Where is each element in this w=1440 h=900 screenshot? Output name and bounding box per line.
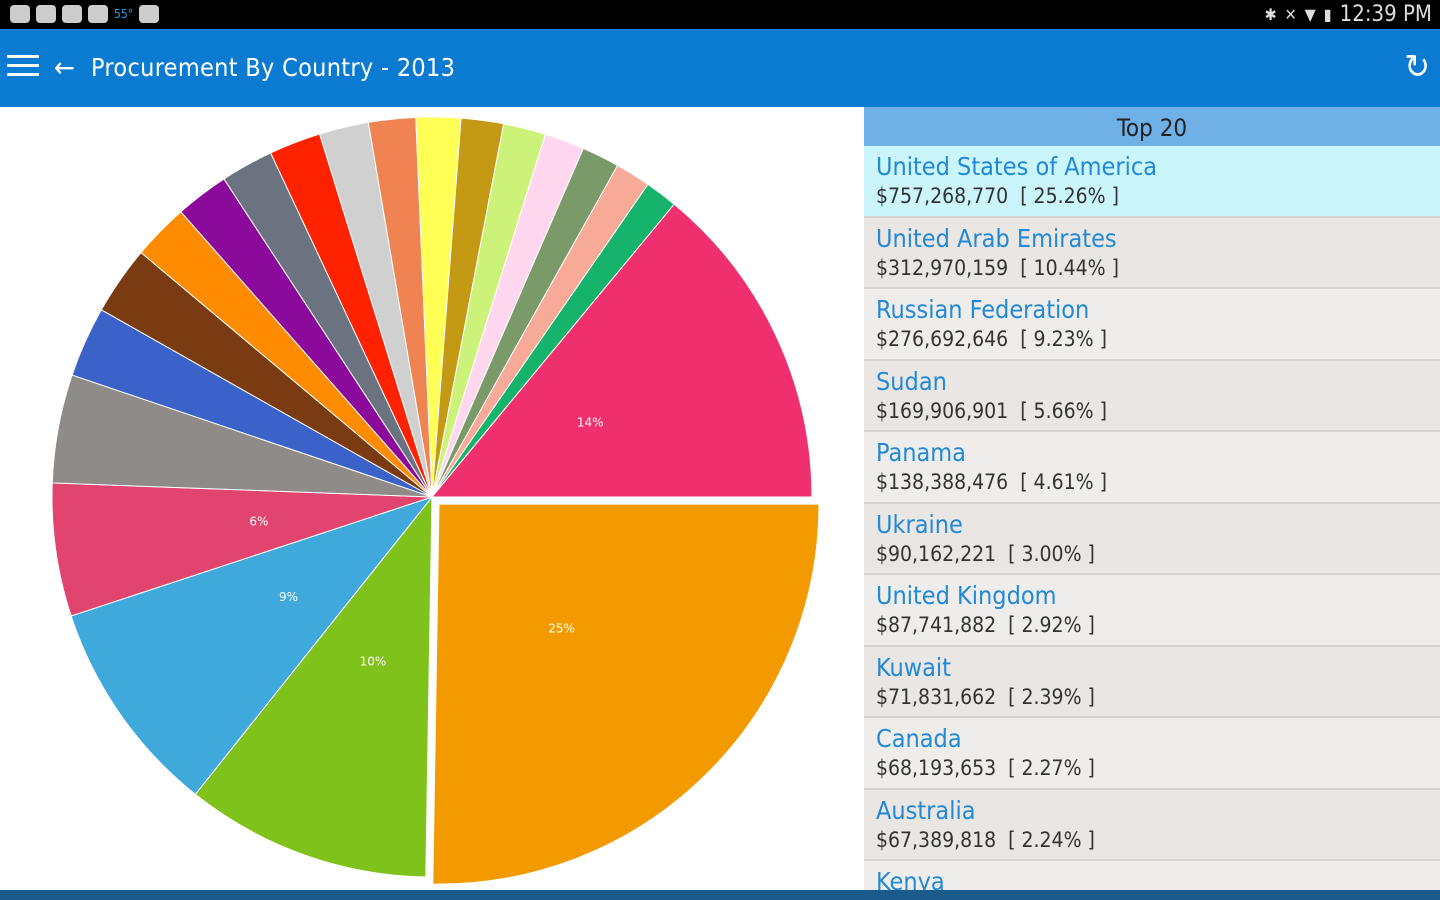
list-item[interactable]: United Kingdom $87,741,882 [ 2.92% ] <box>864 575 1440 647</box>
country-value: $67,389,818 [ 2.24% ] <box>876 826 1428 854</box>
country-name: Ukraine <box>876 509 963 539</box>
list-item[interactable]: Sudan $169,906,901 [ 5.66% ] <box>864 360 1440 432</box>
country-name: Kenya <box>876 867 945 890</box>
list-item[interactable]: Ukraine $90,162,221 [ 3.00% ] <box>864 503 1440 575</box>
country-name: Panama <box>876 438 966 467</box>
slice-label: 10% <box>360 655 387 669</box>
gallery-icon <box>139 5 160 23</box>
country-value: $276,692,646 [ 9.23% ] <box>876 325 1428 353</box>
pie-slice[interactable] <box>51 482 433 617</box>
wifi-icon: ▼ <box>1304 5 1316 24</box>
country-value: $757,268,770 [ 25.26% ] <box>876 182 1428 210</box>
percent: [ 5.66% ] <box>1020 398 1107 423</box>
back-arrow-icon[interactable]: ← <box>54 51 76 84</box>
pie-slice[interactable] <box>194 495 433 878</box>
country-name: United States of America <box>876 152 1158 181</box>
pie-slice[interactable] <box>430 203 813 498</box>
country-name: Kuwait <box>876 652 951 682</box>
country-name: United Arab Emirates <box>876 223 1117 253</box>
refresh-icon[interactable]: ↻ <box>1404 47 1430 87</box>
amount: $67,389,818 <box>876 827 997 852</box>
status-bar: 55° ✱ ✕ ▼ ▮ 12:39 PM <box>0 0 1440 29</box>
menu-icon[interactable] <box>7 55 39 77</box>
percent: [ 25.26% ] <box>1020 184 1119 208</box>
list-item[interactable]: Kenya <box>864 861 1440 890</box>
mute-icon: ✕ <box>1284 5 1297 24</box>
slice-label: 9% <box>279 590 298 604</box>
country-value: $90,162,221 [ 3.00% ] <box>876 540 1428 568</box>
mail-icon <box>36 5 56 23</box>
amount: $68,193,653 <box>876 756 997 780</box>
amount: $71,831,662 <box>876 684 997 709</box>
country-value: $169,906,901 [ 5.66% ] <box>876 397 1428 425</box>
list-item[interactable]: Canada $68,193,653 [ 2.27% ] <box>864 718 1440 790</box>
country-value: $312,970,159 [ 10.44% ] <box>876 254 1428 282</box>
list-item[interactable]: Australia $67,389,818 [ 2.24% ] <box>864 789 1440 861</box>
slice-label: 6% <box>249 515 268 529</box>
amount: $138,388,476 <box>876 470 1009 494</box>
bottom-bar <box>0 890 1440 900</box>
cloud-icon <box>10 5 30 23</box>
amount: $169,906,901 <box>876 398 1009 423</box>
app-bar: ← Procurement By Country - 2013 ↻ <box>0 29 1440 107</box>
country-name: Australia <box>876 795 976 825</box>
country-name: Russian Federation <box>876 295 1090 324</box>
country-value: $87,741,882 [ 2.92% ] <box>876 611 1428 639</box>
bluetooth-icon: ✱ <box>1264 5 1277 24</box>
amount: $87,741,882 <box>876 613 997 637</box>
country-value: $71,831,662 [ 2.39% ] <box>876 683 1428 711</box>
amount: $90,162,221 <box>876 541 997 566</box>
pie-chart: 25% 10% 9% 6% 14% <box>51 116 820 885</box>
top20-panel: Top 20 United States of America $757,268… <box>864 107 1440 890</box>
pie-slice[interactable] <box>432 503 820 885</box>
amount: $757,268,770 <box>876 184 1009 208</box>
pie-slice[interactable] <box>70 496 434 796</box>
message-icon <box>62 5 82 23</box>
battery-icon: ▮ <box>1323 5 1332 24</box>
country-name: Sudan <box>876 366 947 396</box>
panel-header: Top 20 <box>864 107 1440 146</box>
percent: [ 2.27% ] <box>1008 756 1095 780</box>
country-value: $138,388,476 [ 4.61% ] <box>876 468 1428 496</box>
country-list[interactable]: United States of America $757,268,770 [ … <box>864 146 1440 890</box>
list-item[interactable]: Panama $138,388,476 [ 4.61% ] <box>864 432 1440 504</box>
country-value: $68,193,653 [ 2.27% ] <box>876 754 1428 782</box>
list-item[interactable]: Kuwait $71,831,662 [ 2.39% ] <box>864 646 1440 718</box>
country-name: United Kingdom <box>876 581 1057 610</box>
slice-label: 14% <box>577 416 604 430</box>
percent: [ 2.92% ] <box>1008 613 1095 637</box>
list-item[interactable]: Russian Federation $276,692,646 [ 9.23% … <box>864 289 1440 361</box>
percent: [ 4.61% ] <box>1020 470 1107 494</box>
slice-label: 25% <box>548 622 575 636</box>
percent: [ 3.00% ] <box>1008 541 1095 566</box>
list-item[interactable]: United Arab Emirates $312,970,159 [ 10.4… <box>864 217 1440 289</box>
list-item[interactable]: United States of America $757,268,770 [ … <box>864 146 1440 218</box>
percent: [ 9.23% ] <box>1020 327 1107 351</box>
amount: $312,970,159 <box>876 255 1009 280</box>
percent: [ 2.39% ] <box>1008 684 1095 709</box>
calendar-icon <box>88 5 108 23</box>
country-name: Canada <box>876 724 962 753</box>
amount: $276,692,646 <box>876 327 1009 351</box>
percent: [ 10.44% ] <box>1020 255 1119 280</box>
weather-temperature: 55° <box>114 7 134 21</box>
page-title: Procurement By Country - 2013 <box>91 53 456 82</box>
clock: 12:39 PM <box>1339 2 1432 27</box>
percent: [ 2.24% ] <box>1008 827 1095 852</box>
